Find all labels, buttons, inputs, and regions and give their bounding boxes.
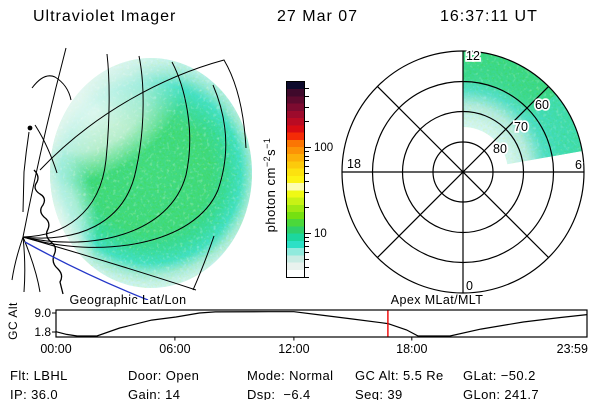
colorbar-minor-tick [305, 251, 309, 253]
status-cell: GLat: −50.2 [463, 368, 536, 383]
colorbar-minor-tick [305, 95, 309, 97]
gc-ymin-label: 1.8 [34, 325, 51, 339]
status-cell: Door: Open [128, 368, 200, 383]
colorbar-minor-tick [305, 106, 309, 108]
colorbar-major-tick [305, 147, 311, 149]
apex-polar-panel: 12 18 6 0 80 70 60 [341, 47, 585, 295]
status-cell: IP: 36.0 [10, 387, 59, 400]
gc-alt-chart [52, 309, 588, 341]
colorbar-minor-tick [305, 151, 309, 153]
apex-panel-caption: Apex MLat/MLT [390, 293, 484, 307]
terminator-line [24, 241, 149, 300]
gc-alt-panel: Geographic Lat/Lon Apex MLat/MLT GC Alt … [0, 288, 600, 360]
colorbar-minor-tick [305, 180, 309, 182]
gc-time-label: 23:59 [556, 342, 588, 356]
colorbar-unit-label: photon cm−2s−1 [262, 138, 278, 233]
mlt-label-12: 12 [466, 49, 480, 63]
colorbar-minor-tick [305, 165, 309, 167]
colorbar-minor-tick [305, 276, 309, 278]
colorbar-minor-tick [305, 191, 309, 193]
colorbar-minor-tick [305, 155, 309, 157]
status-cell: Mode: Normal [247, 368, 334, 383]
gc-axis-label: GC Alt [6, 302, 20, 340]
unit-exp-1: −2 [261, 155, 272, 168]
gc-alt-curve [55, 311, 588, 337]
colorbar-minor-tick [305, 258, 309, 260]
status-cell: Dsp: −6.4 [247, 387, 311, 400]
unit-exp-2: −1 [261, 137, 272, 149]
status-cell: GLon: 241.7 [463, 387, 539, 400]
gc-ymax-label: 9.0 [34, 306, 51, 320]
geo-panel-caption: Geographic Lat/Lon [69, 293, 187, 307]
unit-prefix: photon cm [263, 167, 279, 233]
colorbar-minor-tick [305, 121, 309, 123]
colorbar-minor-tick [305, 87, 309, 89]
colorbar-minor-tick [305, 241, 309, 243]
mlt-label-0: 0 [466, 279, 473, 293]
status-cell: Seq: 39 [355, 387, 403, 400]
colorbar-minor-tick [305, 236, 309, 238]
mlat-label-70: 70 [514, 120, 528, 134]
colorbar-tick-label: 10 [314, 227, 327, 240]
page-title: Ultraviolet Imager [33, 8, 177, 25]
status-cell: Gain: 14 [128, 387, 181, 400]
gc-time-label: 06:00 [159, 342, 191, 356]
colorbar-major-tick [305, 233, 311, 235]
colorbar-minor-tick [305, 246, 309, 248]
colorbar-minor-tick [305, 172, 309, 174]
unit-mid: s [263, 148, 279, 156]
status-cell: Flt: LBHL [10, 368, 68, 383]
coastline [27, 125, 64, 295]
header-date: 27 Mar 07 [277, 8, 359, 25]
geographic-image-panel [11, 47, 252, 300]
colorbar-minor-tick [305, 206, 309, 208]
gc-plot-box [55, 309, 588, 338]
geographic-grid [11, 47, 247, 293]
auroral-sector-image [463, 50, 583, 165]
colorbar-tick-label: 100 [314, 141, 334, 154]
header-time: 16:37:11 UT [440, 8, 538, 25]
colorbar-minor-tick [305, 266, 309, 268]
polar-labels: 12 18 6 0 80 70 60 [345, 47, 584, 295]
colorbar-ticks: 100 10 [305, 81, 345, 278]
mlat-label-60: 60 [535, 98, 549, 112]
status-cell: GC Alt: 5.5 Re [355, 368, 444, 383]
gc-time-label: 18:00 [396, 342, 428, 356]
mlt-label-6: 6 [575, 158, 582, 172]
uv-disk-image [50, 58, 252, 288]
polar-grid [341, 50, 585, 294]
mlt-label-18: 18 [347, 157, 361, 171]
gc-time-label: 12:00 [278, 342, 310, 356]
colorbar-minor-tick [305, 160, 309, 162]
gc-time-label: 00:00 [40, 342, 72, 356]
colorbar [286, 81, 305, 278]
mlat-label-80: 80 [493, 142, 507, 156]
